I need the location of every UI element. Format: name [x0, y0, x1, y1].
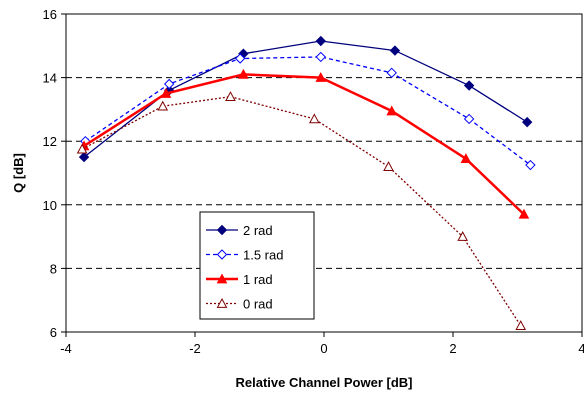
y-axis-title: Q [dB]: [11, 153, 26, 193]
data-point-1-5-rad: [234, 53, 246, 64]
data-point-0-rad: [457, 231, 469, 241]
legend: 2 rad 1.5 rad 1 rad 0 rad: [199, 211, 315, 320]
data-point-2-rad: [521, 116, 533, 128]
data-point-0-rad: [383, 161, 394, 171]
y-tick-label: 12: [43, 134, 57, 149]
legend-marker-1-5-rad: [216, 249, 228, 260]
y-tick-label: 16: [43, 7, 57, 22]
series-0-rad: [76, 91, 527, 330]
grid: [66, 77, 582, 269]
legend-entries: 2 rad 1.5 rad 1 rad 0 rad: [206, 223, 283, 312]
data-point-1-rad: [160, 87, 172, 98]
data-point-1-5-rad: [525, 159, 536, 171]
data-point-2-rad: [389, 45, 401, 56]
legend-marker-2-rad: [216, 224, 228, 236]
data-point-0-rad: [515, 320, 527, 330]
series-group: [76, 35, 536, 330]
x-axis-title: Relative Channel Power [dB]: [236, 375, 413, 390]
series-1-5-rad: [80, 51, 536, 171]
x-tick-label: 2: [449, 341, 456, 356]
legend-label-1-rad: 1 rad: [243, 272, 273, 287]
y-tick-label: 8: [50, 261, 57, 276]
legend-label-1-5-rad: 1.5 rad: [243, 248, 283, 263]
data-point-1-rad: [238, 68, 249, 79]
legend-label-0-rad: 0 rad: [243, 297, 273, 312]
plot-area: [65, 13, 583, 333]
data-point-0-rad: [308, 113, 320, 124]
y-tick-label: 6: [50, 325, 57, 340]
x-tick-label: 0: [320, 341, 327, 356]
legend-marker-0-rad: [216, 297, 228, 308]
data-point-0-rad: [76, 143, 88, 154]
legend-marker-1-rad: [216, 273, 228, 284]
x-tick-label: -2: [189, 341, 201, 356]
data-point-1-rad: [518, 208, 530, 219]
data-point-0-rad: [157, 100, 169, 111]
x-tick-label: -4: [60, 341, 72, 356]
data-point-1-rad: [460, 153, 472, 164]
data-point-0-rad: [225, 91, 236, 102]
data-point-1-5-rad: [163, 78, 175, 90]
data-point-1-5-rad: [463, 113, 475, 125]
y-tick-label: 10: [43, 198, 57, 213]
data-point-2-rad: [315, 35, 326, 47]
data-point-2-rad: [463, 80, 475, 91]
data-point-1-5-rad: [315, 51, 326, 63]
data-point-1-rad: [315, 72, 327, 82]
x-tick-label: 4: [578, 341, 584, 356]
data-point-2-rad: [78, 151, 90, 163]
data-point-1-5-rad: [386, 67, 397, 79]
legend-label-2-rad: 2 rad: [243, 223, 273, 238]
data-point-1-rad: [386, 105, 398, 116]
axes: 6 8 10 12 14 16 -4 -2 0 2 4: [43, 7, 584, 356]
y-tick-label: 14: [43, 71, 57, 86]
